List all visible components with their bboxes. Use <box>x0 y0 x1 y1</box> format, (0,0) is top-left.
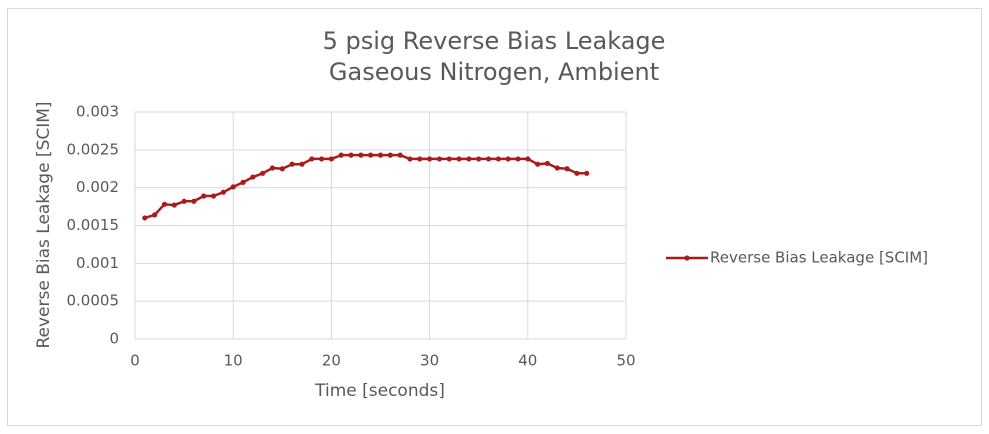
data-point <box>417 156 423 162</box>
data-point <box>210 193 217 199</box>
y-tick-label: 0.003 <box>76 103 119 121</box>
data-point <box>485 156 492 162</box>
data-point <box>564 166 570 172</box>
data-point <box>505 156 511 162</box>
data-point <box>358 152 364 158</box>
legend-label: Reverse Bias Leakage [SCIM] <box>710 249 928 267</box>
legend-marker <box>684 255 690 261</box>
x-tick-label: 30 <box>420 352 439 370</box>
y-tick-label: 0.002 <box>76 178 119 196</box>
data-point <box>535 161 541 167</box>
data-point <box>289 161 295 167</box>
data-point <box>152 212 158 218</box>
x-axis-label: Time [seconds] <box>314 381 445 401</box>
data-point <box>171 202 177 208</box>
data-point <box>544 160 551 167</box>
data-point <box>368 152 374 158</box>
data-point <box>397 152 403 158</box>
series-line <box>144 153 587 220</box>
data-point <box>436 156 443 162</box>
data-point <box>456 156 462 162</box>
y-tick-label: 0.0025 <box>67 140 120 158</box>
chart-title: 5 psig Reverse Bias Leakage <box>323 27 666 55</box>
x-tick-label: 40 <box>518 352 537 370</box>
x-tick-label: 10 <box>224 352 243 370</box>
chart-border <box>7 8 982 426</box>
data-point <box>574 170 580 176</box>
y-tick-label: 0.0015 <box>67 216 120 234</box>
data-point <box>328 156 334 162</box>
data-point <box>279 166 285 172</box>
data-point <box>387 152 393 158</box>
data-point <box>230 184 236 190</box>
data-point <box>240 179 246 185</box>
data-point <box>250 174 256 180</box>
data-point <box>191 198 197 204</box>
chart-subtitle: Gaseous Nitrogen, Ambient <box>329 58 659 86</box>
data-point <box>525 156 531 162</box>
data-point <box>299 161 305 167</box>
data-point <box>495 156 501 162</box>
data-point <box>309 156 315 162</box>
data-point <box>348 152 354 158</box>
data-point <box>201 193 207 199</box>
data-point <box>338 152 344 158</box>
y-tick-label: 0.001 <box>76 254 119 272</box>
y-axis-label: Reverse Bias Leakage [SCIM] <box>34 101 54 348</box>
y-tick-label: 0.0005 <box>67 292 120 310</box>
data-point <box>220 189 226 195</box>
data-point <box>584 170 590 176</box>
data-point <box>377 152 384 158</box>
data-point <box>142 215 148 221</box>
data-point <box>269 165 276 171</box>
data-point <box>476 156 482 162</box>
data-point <box>181 198 187 204</box>
data-point <box>318 156 325 162</box>
data-point <box>427 156 433 162</box>
data-point <box>161 201 168 207</box>
data-point <box>446 156 452 162</box>
x-tick-label: 20 <box>322 352 341 370</box>
x-tick-label: 0 <box>130 352 140 370</box>
x-tick-label: 50 <box>616 352 635 370</box>
data-point <box>554 165 560 171</box>
y-tick-label: 0 <box>109 330 119 348</box>
data-point <box>515 156 521 162</box>
data-point <box>407 156 413 162</box>
data-point <box>466 156 472 162</box>
data-point <box>260 170 266 176</box>
